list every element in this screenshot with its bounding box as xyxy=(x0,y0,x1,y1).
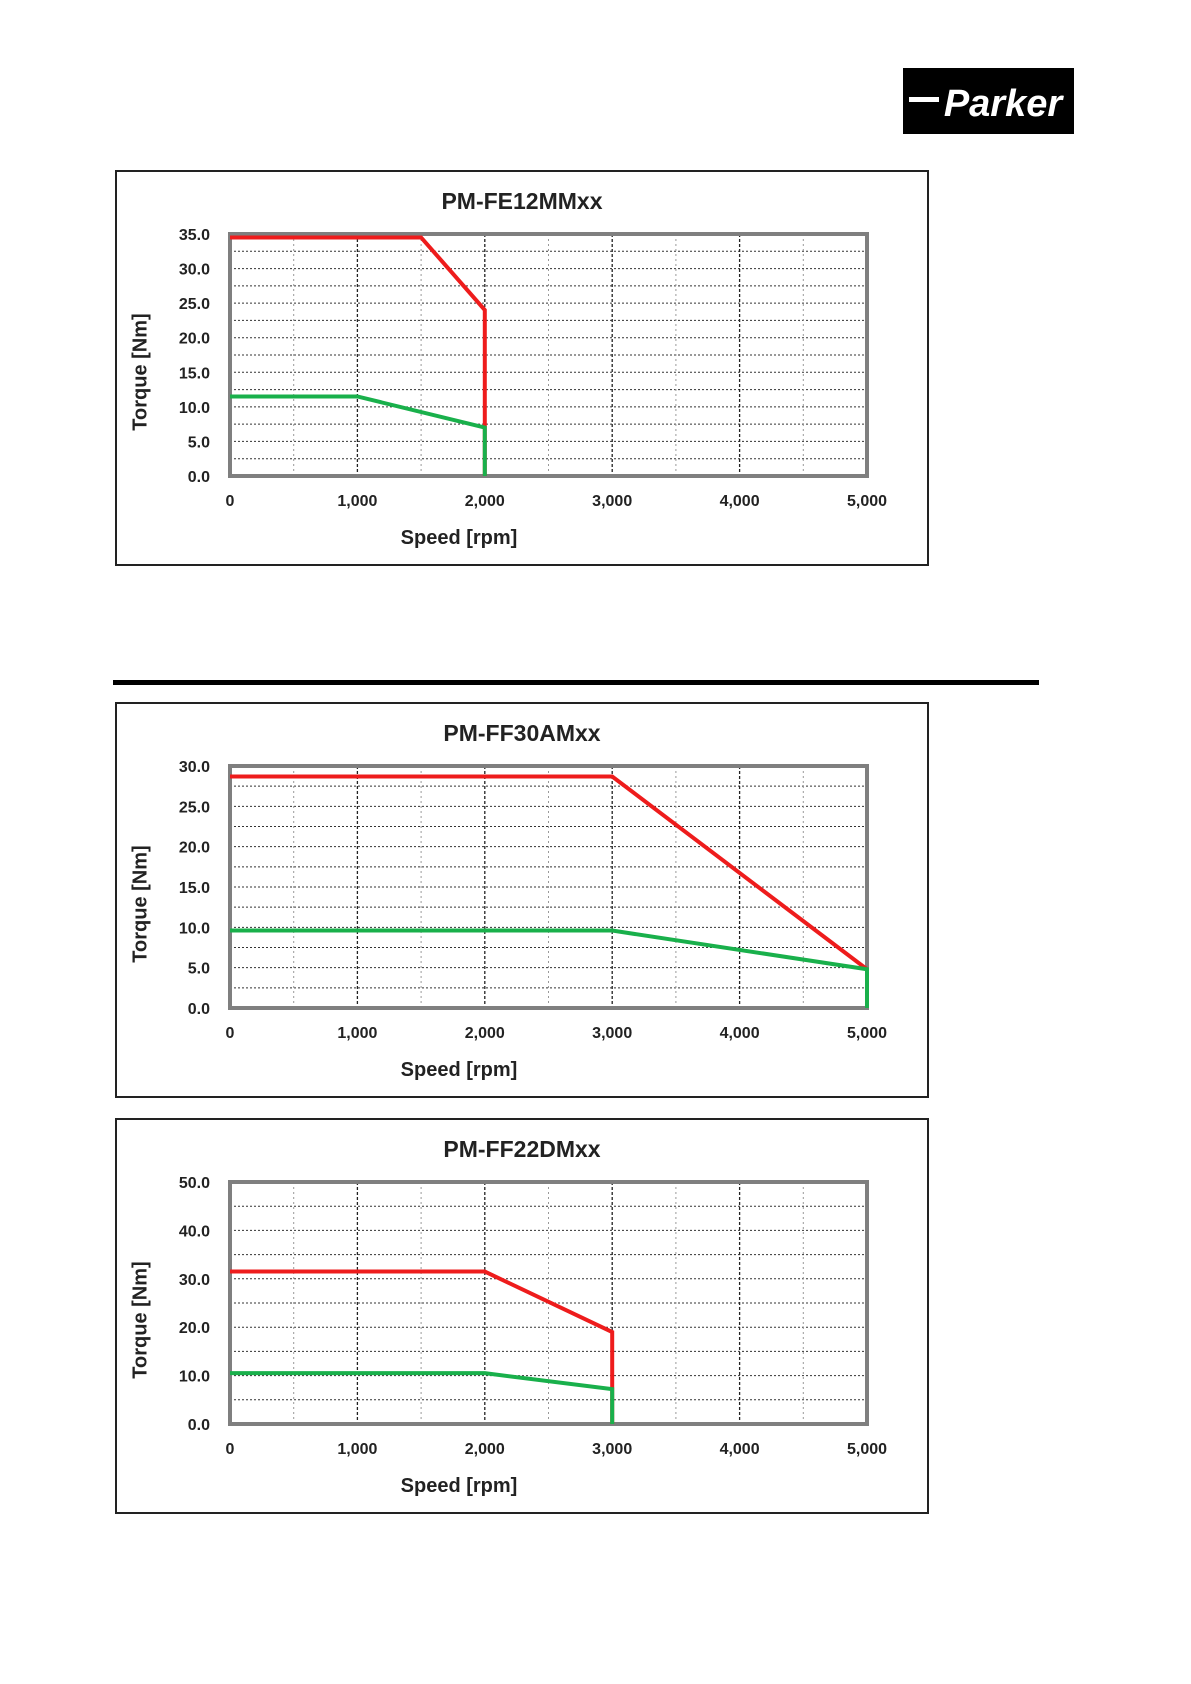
x-tick-label: 2,000 xyxy=(465,1025,505,1042)
y-tick-label: 10.0 xyxy=(179,920,210,937)
plot-frame xyxy=(228,232,869,478)
chart-pm-ff22dmxx: 0.0 10.0 20.0 30.0 40.0 50.0 0 1,000 2,000 3,000 4… xyxy=(115,1118,929,1514)
y-tick-label: 0.0 xyxy=(188,1417,210,1434)
y-tick-label: 5.0 xyxy=(188,961,210,978)
x-axis-label: Speed [rpm] xyxy=(400,1059,518,1081)
x-axis-label: Speed [rpm] xyxy=(400,1475,518,1497)
y-tick-label: 20.0 xyxy=(179,331,210,348)
x-axis-label: Speed [rpm] xyxy=(400,527,518,549)
x-tick-label: 5,000 xyxy=(847,1441,887,1458)
chart-pm-ff30amxx: 0.0 5.0 10.0 15.0 20.0 25.0 30.0 0 1,000 2,000 3,0… xyxy=(115,702,929,1098)
x-tick-label: 4,000 xyxy=(720,1441,760,1458)
plot-frame xyxy=(228,1180,869,1426)
y-tick-label: 10.0 xyxy=(179,400,210,417)
y-tick-label: 10.0 xyxy=(179,1369,210,1386)
x-tick-label: 4,000 xyxy=(720,1025,760,1042)
x-tick-label: 2,000 xyxy=(465,493,505,510)
y-tick-label: 5.0 xyxy=(188,434,210,451)
chart-svg: 0.0 5.0 10.0 15.0 20.0 25.0 30.0 0 1,000 2,000 3,0… xyxy=(179,759,887,1042)
series-peak-line xyxy=(230,235,487,476)
chart-title: PM-FE12MMxx xyxy=(441,188,603,214)
y-tick-label: 25.0 xyxy=(179,296,210,313)
y-tick-label: 20.0 xyxy=(179,1320,210,1337)
chart-title: PM-FF22DMxx xyxy=(443,1136,601,1162)
y-tick-label: 30.0 xyxy=(179,1272,210,1289)
x-tick-label: 1,000 xyxy=(337,493,377,510)
series-continuous-line xyxy=(230,394,487,476)
y-tick-label: 0.0 xyxy=(188,469,210,486)
y-tick-label: 20.0 xyxy=(179,840,210,857)
plot-frame xyxy=(228,764,869,1010)
x-tick-label: 0 xyxy=(226,493,235,510)
logo-text: Parker xyxy=(944,83,1065,125)
y-tick-label: 15.0 xyxy=(179,365,210,382)
x-tick-label: 4,000 xyxy=(720,493,760,510)
y-tick-label: 35.0 xyxy=(179,227,210,244)
series-continuous-line xyxy=(230,928,869,1008)
y-tick-label: 30.0 xyxy=(179,759,210,776)
y-tick-label: 40.0 xyxy=(179,1223,210,1240)
x-tick-label: 3,000 xyxy=(592,1441,632,1458)
y-tick-label: 25.0 xyxy=(179,799,210,816)
section-divider xyxy=(113,680,1039,685)
chart-svg: 0.0 10.0 20.0 30.0 40.0 50.0 0 1,000 2,000 3,000 4… xyxy=(179,1175,887,1458)
x-tick-label: 1,000 xyxy=(337,1441,377,1458)
x-tick-label: 3,000 xyxy=(592,1025,632,1042)
y-tick-label: 0.0 xyxy=(188,1001,210,1018)
x-tick-label: 3,000 xyxy=(592,493,632,510)
chart-svg: 0.0 5.0 10.0 15.0 20.0 25.0 30.0 35.0 0 1,000 2,00… xyxy=(179,227,887,510)
x-tick-label: 2,000 xyxy=(465,1441,505,1458)
x-tick-label: 0 xyxy=(226,1025,235,1042)
series-peak-line xyxy=(230,1269,615,1424)
y-tick-label: 15.0 xyxy=(179,880,210,897)
x-tick-label: 5,000 xyxy=(847,493,887,510)
x-tick-label: 0 xyxy=(226,1441,235,1458)
series-continuous-line xyxy=(230,1371,615,1424)
x-tick-label: 5,000 xyxy=(847,1025,887,1042)
x-tick-label: 1,000 xyxy=(337,1025,377,1042)
y-tick-label: 50.0 xyxy=(179,1175,210,1192)
y-tick-label: 30.0 xyxy=(179,262,210,279)
chart-title: PM-FF30AMxx xyxy=(443,720,601,746)
parker-logo: Parker xyxy=(903,68,1074,134)
chart-pm-fe12mmxx: 0.0 5.0 10.0 15.0 20.0 25.0 30.0 35.0 0 1,000 2,00… xyxy=(115,170,929,566)
